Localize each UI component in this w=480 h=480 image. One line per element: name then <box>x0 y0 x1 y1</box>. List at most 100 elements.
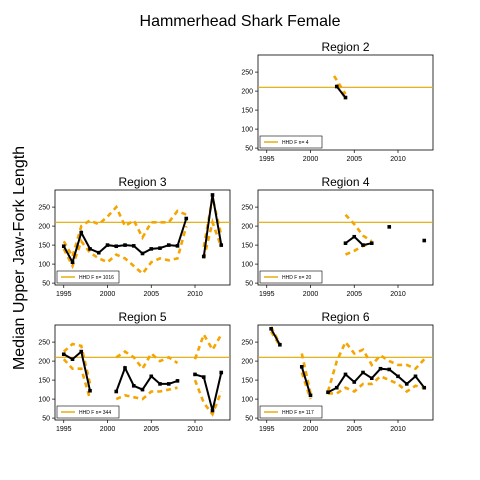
y-tick-label: 50 <box>245 146 253 153</box>
legend-box <box>56 405 120 419</box>
plot-frame <box>257 324 434 421</box>
data-point <box>96 250 101 255</box>
data-point <box>114 244 119 249</box>
data-point <box>184 216 189 221</box>
y-tick-label: 200 <box>241 359 253 366</box>
panel-2: Region 3 50 100 150 200 250 1995 2000 2005 2010 HH… <box>38 175 231 298</box>
data-point <box>158 246 162 250</box>
median-line <box>194 372 223 411</box>
data-point <box>105 243 110 247</box>
panel-title: Region 3 <box>118 175 166 189</box>
data-point <box>210 193 215 197</box>
x-tick-label: 2005 <box>143 426 159 433</box>
plot-frame <box>257 54 434 151</box>
panel-5: Region 6 50 100 150 200 250 1995 2000 2005 2010 HH… <box>241 310 434 433</box>
x-tick-label: 2005 <box>346 291 362 298</box>
x-tick-label: 2000 <box>303 156 319 163</box>
data-point <box>343 241 348 245</box>
y-tick-label: 150 <box>241 108 253 115</box>
data-point <box>387 367 392 372</box>
x-tick-label: 1995 <box>56 426 72 433</box>
y-tick-label: 50 <box>42 281 50 288</box>
legend-label: HHD F n= 4 <box>282 140 309 146</box>
ci-upper-line <box>344 213 373 243</box>
panel-1: Region 2 50 100 150 200 250 1995 2000 2005 2010 HH… <box>241 40 434 163</box>
data-point <box>175 379 180 383</box>
x-tick-label: 2000 <box>303 426 319 433</box>
panel-title: Region 4 <box>321 175 369 189</box>
x-tick-label: 2010 <box>187 291 203 298</box>
y-tick-label: 200 <box>38 359 50 366</box>
x-tick-label: 2000 <box>100 426 116 433</box>
ci-lower-line <box>300 372 312 400</box>
ci-upper-line <box>326 339 426 392</box>
legend-label: HHD F n= 117 <box>282 410 314 416</box>
legend-box <box>259 270 323 284</box>
data-point <box>361 243 365 247</box>
x-tick-label: 2005 <box>346 426 362 433</box>
median-line <box>336 85 347 99</box>
data-point <box>369 376 374 380</box>
y-tick-label: 150 <box>38 378 50 385</box>
data-point <box>140 387 145 392</box>
data-point <box>219 370 224 375</box>
y-tick-label: 50 <box>245 416 253 423</box>
y-tick-label: 200 <box>241 89 253 96</box>
median-line <box>300 366 312 396</box>
legend-box <box>259 135 323 149</box>
data-point <box>149 374 154 379</box>
data-point <box>308 393 313 398</box>
data-point <box>299 365 304 369</box>
data-point <box>201 254 206 259</box>
ci-upper-line <box>115 350 179 372</box>
y-tick-label: 250 <box>241 205 253 212</box>
panels: Region 2 50 100 150 200 250 1995 2000 2005 2010 HH… <box>38 40 434 433</box>
panel-title: Region 5 <box>118 310 166 324</box>
x-tick-label: 1995 <box>259 291 275 298</box>
legend-box <box>56 270 120 284</box>
data-point <box>79 349 84 354</box>
panel-4: Region 5 50 100 150 200 250 1995 2000 2005 2010 HH… <box>38 310 231 433</box>
data-point <box>70 260 75 264</box>
data-point <box>404 382 409 386</box>
ci-lower-line <box>344 241 373 256</box>
data-point <box>387 225 392 229</box>
ci-lower-line <box>328 374 425 395</box>
data-point <box>123 243 127 247</box>
plot-frame <box>54 189 231 286</box>
data-point <box>70 357 75 361</box>
ci-lower-line <box>115 386 178 401</box>
x-tick-label: 2005 <box>346 156 362 163</box>
data-point <box>413 374 418 379</box>
y-tick-label: 50 <box>42 416 50 423</box>
data-point <box>166 382 171 386</box>
y-tick-label: 150 <box>241 378 253 385</box>
data-point <box>361 370 365 375</box>
median-line <box>63 349 91 391</box>
y-tick-label: 100 <box>241 397 253 404</box>
x-tick-label: 2010 <box>390 426 406 433</box>
data-point <box>334 84 339 89</box>
panel-title: Region 2 <box>321 40 369 54</box>
y-tick-label: 50 <box>245 281 253 288</box>
ci-lower-line <box>202 217 223 259</box>
x-tick-label: 1995 <box>56 291 72 298</box>
data-point <box>210 408 215 413</box>
data-point <box>422 238 427 243</box>
legend-box <box>259 405 323 419</box>
data-point <box>369 241 374 245</box>
legend-label: HHD F n= 344 <box>79 410 111 416</box>
main-title: Hammerhead Shark Female <box>140 13 341 30</box>
median-line <box>115 365 178 392</box>
data-point <box>88 388 92 393</box>
y-tick-label: 100 <box>38 262 50 269</box>
x-tick-label: 2010 <box>187 426 203 433</box>
median-line <box>344 235 373 247</box>
x-tick-label: 2010 <box>390 156 406 163</box>
x-tick-label: 1995 <box>259 426 275 433</box>
x-tick-label: 2000 <box>100 291 116 298</box>
x-tick-label: 2010 <box>390 291 406 298</box>
x-tick-label: 2005 <box>143 291 159 298</box>
x-tick-label: 2000 <box>303 291 319 298</box>
